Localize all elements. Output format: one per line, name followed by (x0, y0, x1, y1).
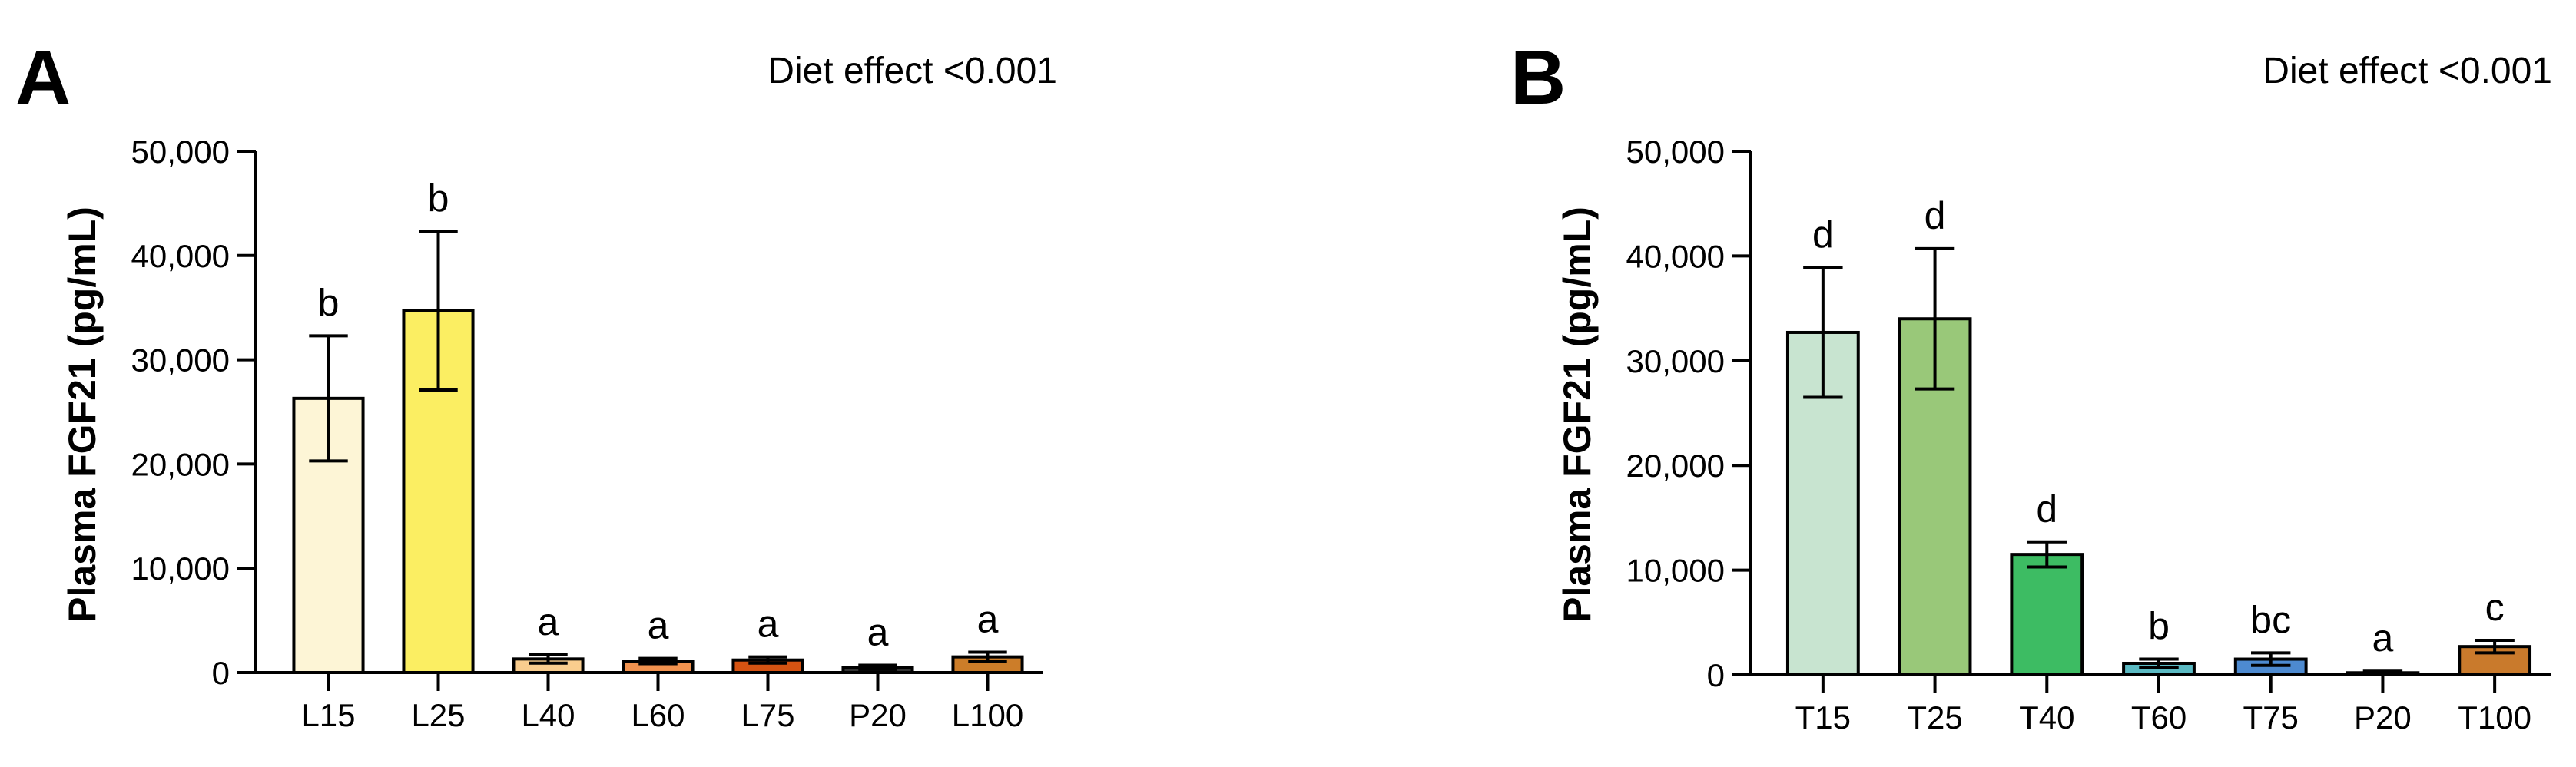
x-tick-label: L15 (301, 697, 355, 733)
x-tick-label: P20 (849, 697, 907, 733)
x-tick-label: L60 (631, 697, 685, 733)
panel-b: B Diet effect <0.001 Plasma FGF21 (pg/mL… (1510, 35, 2552, 736)
significance-letter: a (867, 610, 889, 653)
y-tick-label: 20,000 (1626, 448, 1725, 484)
x-tick-label: P20 (2354, 699, 2412, 736)
x-tick-label: L25 (411, 697, 465, 733)
x-tick-label: T100 (2458, 699, 2531, 736)
y-tick-label: 30,000 (131, 342, 230, 379)
x-tick-label: T25 (1907, 699, 1962, 736)
significance-letter: b (318, 281, 340, 324)
y-axis-label: Plasma FGF21 (pg/mL) (1556, 207, 1599, 623)
diet-effect-annotation: Diet effect <0.001 (767, 51, 1057, 91)
significance-letter: bc (2250, 598, 2291, 641)
significance-letter: a (648, 604, 669, 647)
y-tick-label: 40,000 (131, 238, 230, 274)
y-axis-label: Plasma FGF21 (pg/mL) (61, 207, 104, 623)
x-tick-label: L100 (952, 697, 1023, 733)
significance-letter: a (2372, 617, 2394, 660)
y-tick-label: 10,000 (131, 550, 230, 587)
x-tick-label: T15 (1795, 699, 1851, 736)
y-tick-label: 0 (212, 655, 230, 691)
y-tick-label: 50,000 (131, 134, 230, 170)
chart-marks: 0 10,000 20,000 30,000 40,000 50,000 b L15 b L25 a… (131, 134, 1043, 733)
chart-marks: 0 10,000 20,000 30,000 40,000 50,000 d T15 d T25 d… (1626, 134, 2551, 736)
y-tick-label: 50,000 (1626, 134, 1725, 170)
bar (1898, 317, 1972, 676)
y-tick-label: 10,000 (1626, 553, 1725, 589)
significance-letter: a (758, 603, 779, 646)
panel-letter: A (15, 35, 71, 121)
y-tick-label: 40,000 (1626, 238, 1725, 274)
y-tick-label: 30,000 (1626, 343, 1725, 379)
significance-letter: d (1925, 194, 1946, 237)
y-tick-label: 0 (1707, 657, 1725, 693)
significance-letter: a (538, 600, 559, 643)
significance-letter: a (977, 598, 999, 641)
x-tick-label: T40 (2019, 699, 2074, 736)
x-tick-label: T75 (2243, 699, 2299, 736)
panel-letter: B (1510, 35, 1566, 121)
significance-letter: d (2036, 488, 2057, 531)
panel-a: A Diet effect <0.001 Plasma FGF21 (pg/mL… (15, 35, 1057, 733)
y-tick-label: 20,000 (131, 446, 230, 482)
x-tick-label: L75 (741, 697, 794, 733)
bar (2010, 553, 2084, 677)
x-tick-label: T60 (2131, 699, 2186, 736)
x-tick-label: L40 (521, 697, 575, 733)
diet-effect-annotation: Diet effect <0.001 (2263, 51, 2552, 91)
significance-letter: b (428, 177, 449, 220)
significance-letter: b (2148, 605, 2170, 648)
significance-letter: c (2485, 586, 2505, 629)
significance-letter: d (1812, 213, 1834, 256)
